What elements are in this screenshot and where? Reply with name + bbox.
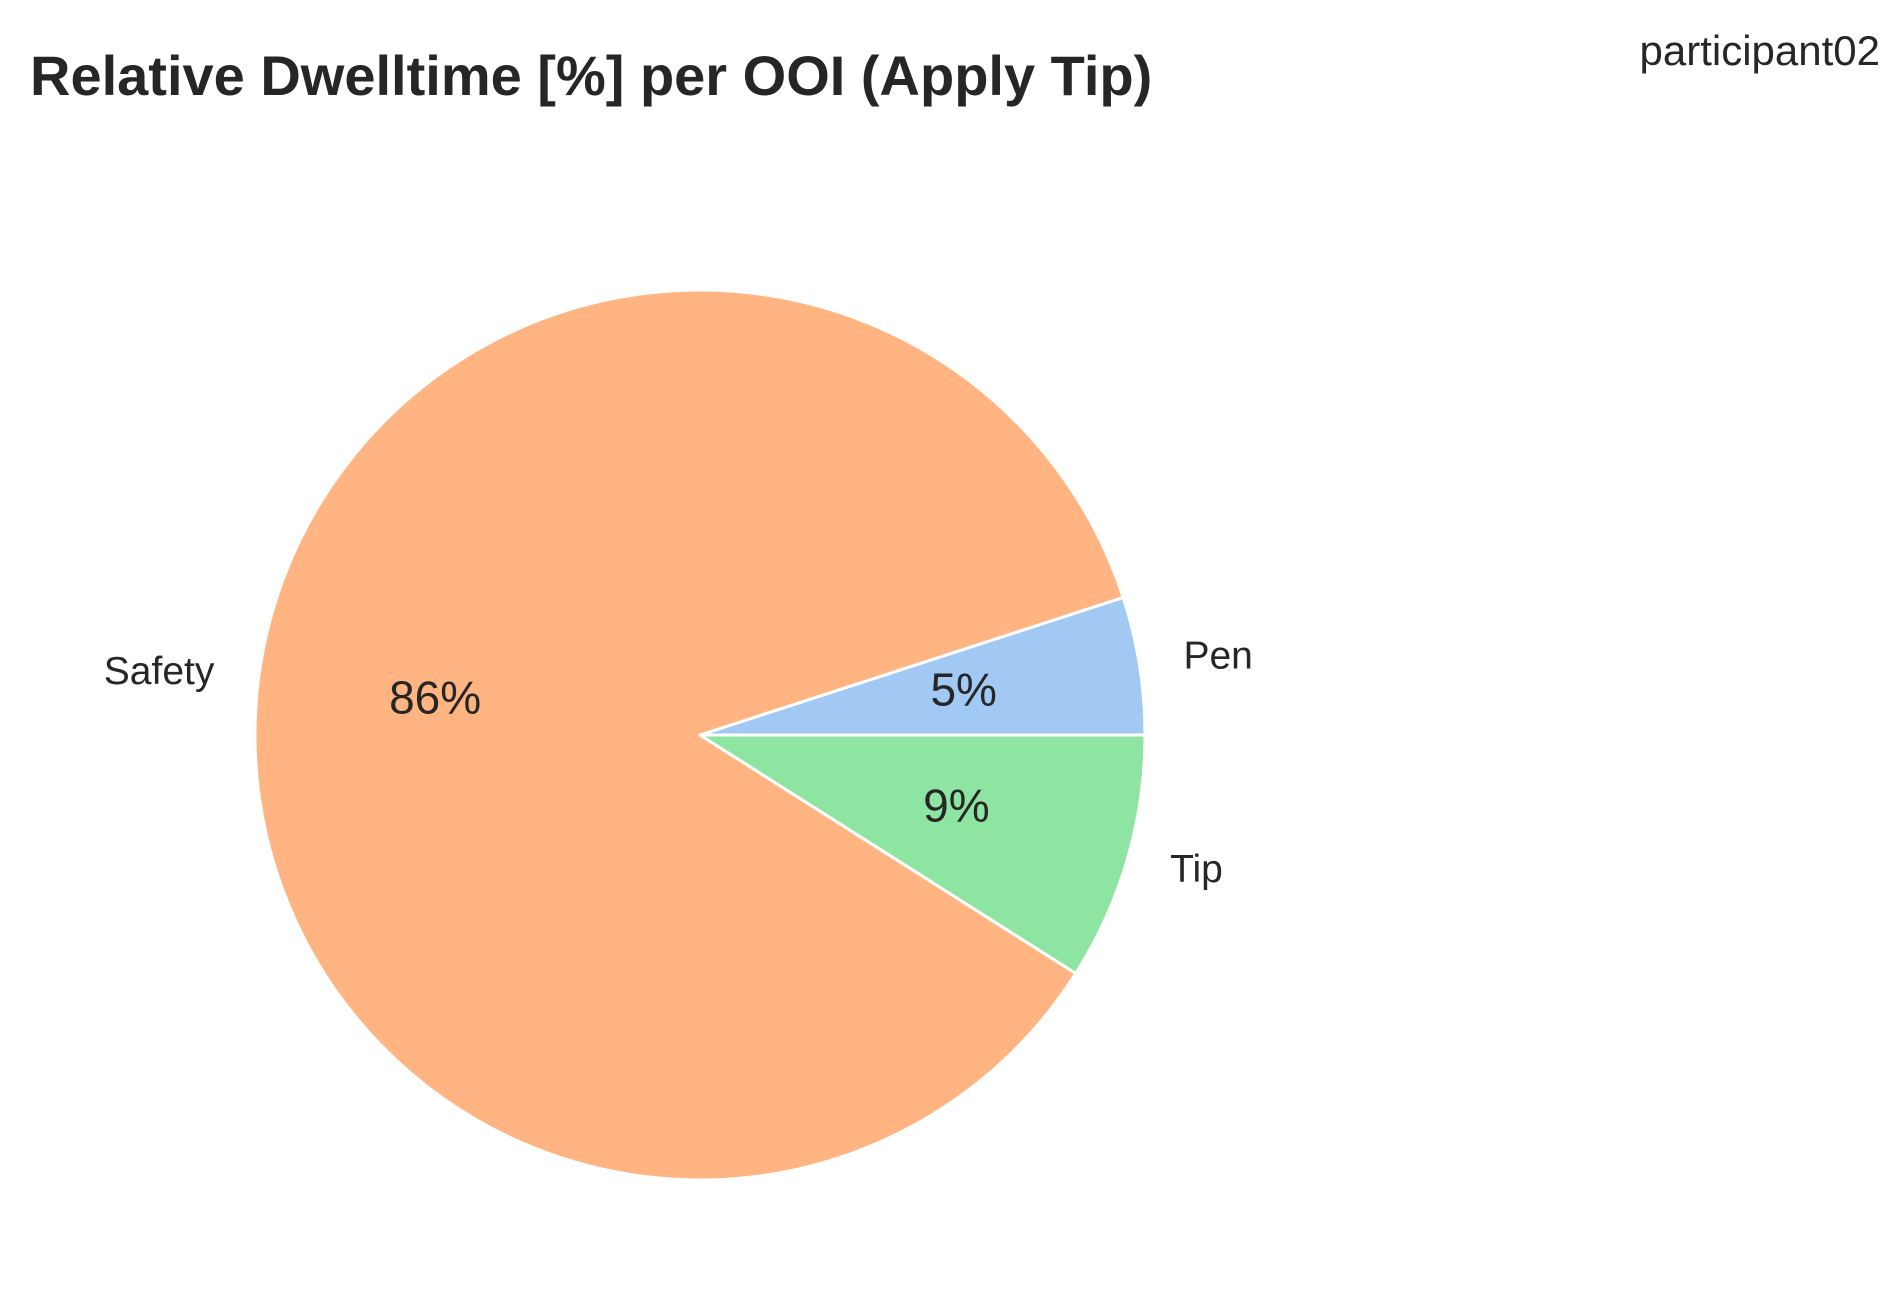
slice-percent-pen: 5% — [930, 663, 996, 715]
pie-slice-safety — [253, 288, 1125, 1182]
participant-label: participant02 — [1640, 27, 1881, 74]
slice-label-safety: Safety — [104, 650, 215, 693]
slice-label-pen: Pen — [1183, 635, 1252, 678]
slice-percent-safety: 86% — [389, 672, 481, 724]
pie-slice-tip — [698, 733, 1147, 975]
chart-title: Relative Dwelltime [%] per OOI (Apply Ti… — [30, 44, 1152, 107]
slice-label-tip: Tip — [1170, 848, 1223, 891]
pie-slices — [253, 288, 1147, 1182]
pie-labels: Pen 5% Safety 86% Tip 9% — [104, 635, 1253, 891]
slice-percent-tip: 9% — [923, 780, 989, 832]
